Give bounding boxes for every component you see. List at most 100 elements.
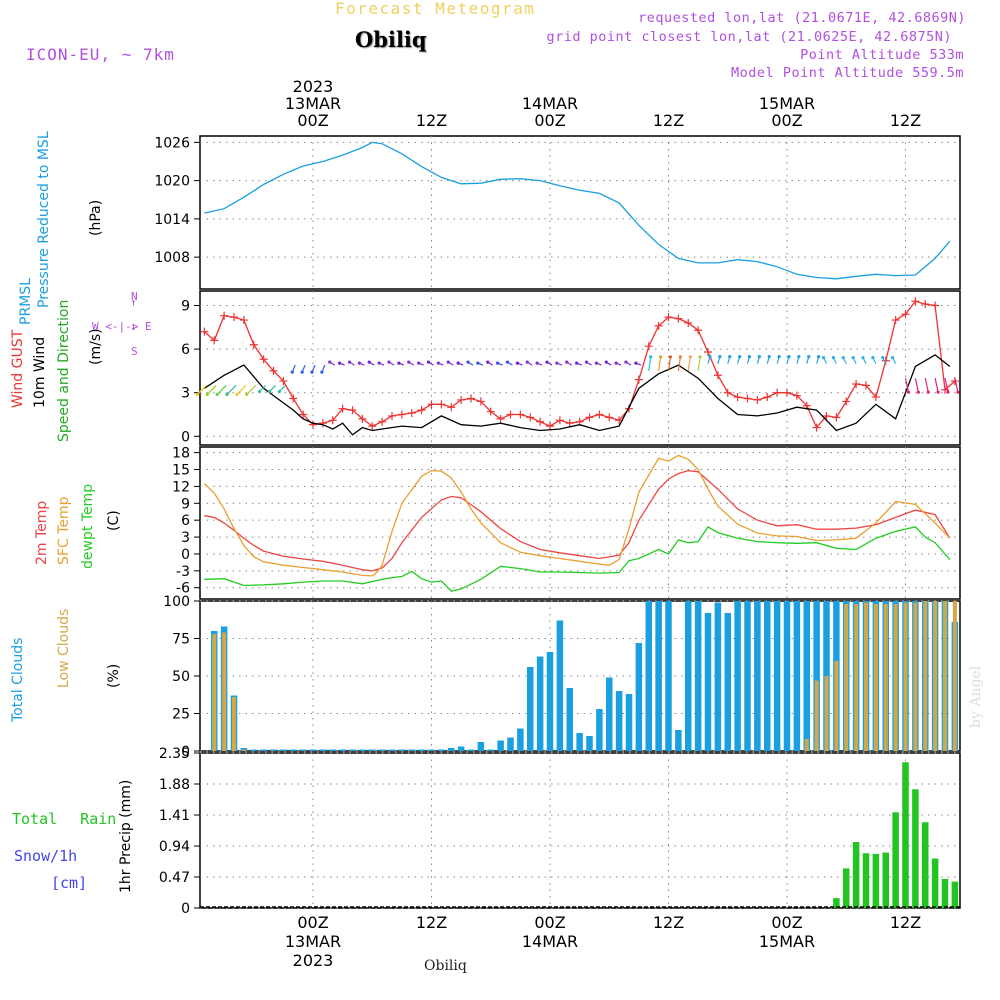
wind-arrow xyxy=(904,378,910,393)
wind-arrow-head xyxy=(338,361,342,365)
chart-panels: 10081014102010260369-6-30369121518025507… xyxy=(154,135,961,917)
y-tick-label: 1.41 xyxy=(159,808,190,824)
gust-point xyxy=(506,410,515,419)
wind-arrow-head xyxy=(821,356,826,360)
wind-arrow-head xyxy=(906,390,911,394)
y-tick-label: 1014 xyxy=(154,212,190,228)
gust-point xyxy=(931,301,940,310)
total-clouds-bar xyxy=(507,737,514,751)
gust-point xyxy=(289,394,298,403)
wind-arrow xyxy=(658,356,662,371)
total-clouds-bar xyxy=(615,691,623,751)
gust-point xyxy=(516,410,525,419)
low-clouds-bar xyxy=(913,602,918,751)
wind-arrow-head xyxy=(300,370,304,374)
total-clouds-bar xyxy=(655,601,662,751)
wind-arrow xyxy=(206,385,217,395)
wind-arrow-head xyxy=(486,360,490,364)
total-clouds-bar xyxy=(556,620,564,751)
total-clouds-bar xyxy=(744,601,751,751)
wind-arrow xyxy=(934,378,939,393)
y-tick-label: 0 xyxy=(181,429,190,445)
bottom-date-label: 15MAR xyxy=(759,932,815,951)
total-clouds-bar xyxy=(596,709,603,751)
gust-point xyxy=(713,371,722,380)
y-tick-label: 1008 xyxy=(154,250,190,266)
wind-panel: 0 3 6 9 xyxy=(181,290,961,446)
wind-arrow xyxy=(954,378,959,393)
gust-point xyxy=(753,395,762,404)
total-clouds-bar xyxy=(764,601,771,751)
wind-arrow-head xyxy=(851,356,855,360)
pressure-panel: 1008 1014 1020 1026 xyxy=(154,135,961,290)
top-date-label: 13MAR xyxy=(285,94,341,113)
wind-arrow-head xyxy=(881,356,885,360)
total-rain-bar xyxy=(843,868,850,908)
y-tick-label: -6 xyxy=(176,581,190,597)
low-clouds-bar xyxy=(804,739,809,751)
low-clouds-bar xyxy=(903,602,908,751)
bottom-time-label: 00Z xyxy=(297,913,328,932)
precip-panel: 0 0.47 0.94 1.41 1.88 2.35 xyxy=(159,746,961,917)
wind-panel-label: Wind GUST 10m Wind Speed and Direction (… xyxy=(0,290,200,450)
low-clouds-bar xyxy=(212,634,217,751)
wind-direction-arrows xyxy=(195,355,960,397)
low-clouds-bar xyxy=(232,697,236,751)
bottom-date-label: 14MAR xyxy=(522,932,578,951)
low-clouds-bar xyxy=(893,604,898,751)
wind-arrow xyxy=(648,356,652,371)
precip-frame xyxy=(199,752,961,909)
gust-point xyxy=(595,410,604,419)
temperature-frame xyxy=(199,446,961,600)
requested-point: requested lon,lat (21.0671E, 42.6869N) xyxy=(638,10,966,26)
wind-arrow-head xyxy=(738,355,742,359)
gust-point xyxy=(891,316,900,325)
total-clouds-bar xyxy=(517,728,524,751)
total-clouds-bar xyxy=(290,749,297,751)
total-clouds-bar xyxy=(497,740,504,751)
top-year-label: 2023 xyxy=(293,77,334,96)
model-label: ICON-EU, ~ 7km xyxy=(26,45,175,64)
2m-temp-line xyxy=(204,469,951,572)
gust-point xyxy=(684,318,693,327)
gust-point xyxy=(832,413,841,422)
wind-arrow-head xyxy=(496,361,500,365)
wind-arrow-head xyxy=(916,390,920,394)
gust-point xyxy=(654,321,663,330)
model-altitude: Model Point Altitude 559.5m xyxy=(731,65,964,81)
gust-point xyxy=(457,395,466,404)
y-tick-label: 9 xyxy=(181,299,190,315)
wind-arrow-head xyxy=(936,390,940,394)
total-rain-bar xyxy=(922,822,929,908)
y-tick-label: 3 xyxy=(181,386,190,402)
wind-arrow-head xyxy=(747,355,752,359)
wind-arrow-head xyxy=(831,356,835,360)
gust-point xyxy=(427,400,436,409)
total-clouds-bar xyxy=(783,601,791,751)
total-clouds-bar xyxy=(388,749,396,751)
wind-arrow-head xyxy=(515,361,519,365)
wind-arrow-head xyxy=(634,361,638,365)
gust-point xyxy=(852,379,861,388)
total-clouds-bar xyxy=(477,742,485,751)
total-clouds-bar xyxy=(566,688,573,751)
wind-arrow-head xyxy=(545,360,549,364)
gust-point xyxy=(704,348,712,357)
total-clouds-bar xyxy=(606,677,613,751)
gust-point xyxy=(368,422,377,431)
total-rain-bar xyxy=(902,762,909,908)
total-clouds-bar xyxy=(576,733,583,751)
wind-arrow-head xyxy=(624,360,628,364)
gust-point xyxy=(476,397,485,406)
gust-point xyxy=(467,394,475,403)
total-clouds-bar xyxy=(270,749,277,751)
total-rain-label: Total Rain xyxy=(12,810,117,828)
gust-point xyxy=(220,311,229,320)
gust-point xyxy=(496,414,505,423)
dewpt-temp-line xyxy=(204,526,951,592)
wind-arrow-head xyxy=(841,356,845,360)
total-clouds-bar xyxy=(339,749,346,751)
gust-point xyxy=(822,411,831,420)
gust-point xyxy=(674,314,683,323)
